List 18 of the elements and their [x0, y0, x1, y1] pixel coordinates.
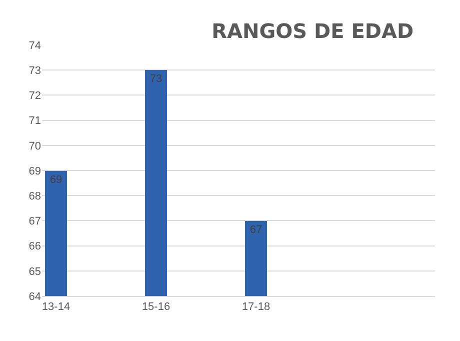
y-tick-label: 64 — [28, 290, 41, 303]
y-tick-label: 68 — [28, 190, 41, 202]
y-tick-label: 69 — [28, 165, 41, 178]
data-label: 73 — [150, 73, 162, 85]
data-label: 67 — [250, 224, 262, 236]
y-tick-label: 67 — [28, 216, 41, 228]
y-tick-label: 74 — [28, 40, 41, 52]
data-label: 69 — [50, 174, 62, 186]
chart-title: RANGOS DE EDAD — [212, 18, 414, 43]
y-tick-label: 65 — [28, 266, 41, 278]
x-tick-label: 15-16 — [142, 301, 170, 314]
y-tick-label: 71 — [28, 115, 41, 128]
y-tick-label: 72 — [28, 90, 41, 102]
y-tick-label: 73 — [28, 64, 41, 77]
x-tick-label: 13-14 — [42, 301, 70, 314]
x-tick-label: 17-18 — [242, 301, 270, 314]
y-tick-label: 70 — [28, 140, 41, 152]
y-tick-label: 66 — [28, 240, 41, 253]
